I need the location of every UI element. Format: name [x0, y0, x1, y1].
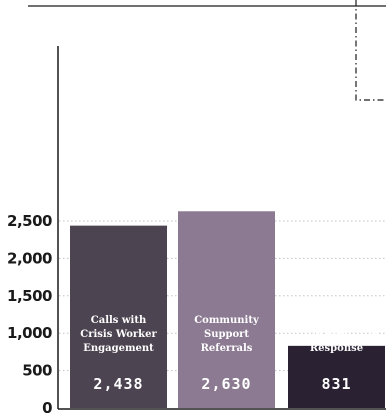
bar-group: Calls with Crisis Worker Engagement 2,438: [70, 226, 167, 408]
y-tick-label: 0: [42, 399, 52, 417]
bar-category-label: Calls with: [91, 315, 147, 326]
bar-category-label: Calls Diverted: [297, 315, 376, 326]
y-tick-label: 1,500: [7, 287, 52, 305]
bar-value-label: 831: [321, 375, 351, 393]
bar-group: Calls Diverted from Frontline Response 831: [288, 315, 385, 408]
y-tick-label: 500: [22, 362, 52, 380]
bars: Calls with Crisis Worker Engagement 2,438 Co…: [70, 211, 385, 408]
bar-group: Community Support Referrals 2,630: [178, 211, 275, 408]
y-tick-label: 2,000: [7, 249, 52, 267]
y-tick-label: 1,000: [7, 324, 52, 342]
bar-category-label: Referrals: [201, 343, 253, 354]
bar-category-label: Crisis Worker: [80, 329, 157, 340]
bar-category-label: from Frontline: [295, 329, 377, 340]
bar-category-label: Engagement: [83, 343, 154, 354]
dash-dot-connector: [356, 0, 386, 100]
y-tick-label: 2,500: [7, 212, 52, 230]
bar-category-label: Community: [194, 315, 260, 326]
bar-value-label: 2,438: [93, 375, 143, 393]
bar-value-label: 2,630: [201, 375, 251, 393]
y-tick-labels: 0 500 1,000 1,500 2,000 2,500: [7, 212, 52, 417]
bar-category-label: Support: [204, 329, 249, 340]
bar-category-label: Response: [310, 343, 363, 354]
